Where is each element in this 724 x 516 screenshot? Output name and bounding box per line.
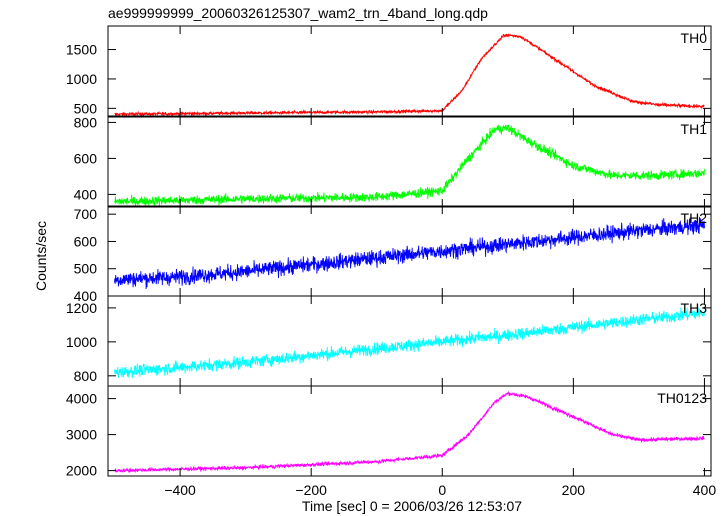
- panel-frame: [107, 385, 712, 477]
- panel-th2: 400 500 600 700 TH2: [74, 205, 712, 304]
- panel-th0123: 2000 3000 4000 TH0123: [66, 385, 712, 479]
- y-tick-label: 3000: [66, 427, 97, 443]
- y-tick-label: 400: [74, 288, 98, 304]
- x-tick-label: 0: [438, 482, 446, 498]
- panel-label: TH0123: [657, 390, 707, 406]
- x-tick-label: 200: [562, 482, 586, 498]
- panel-label: TH3: [681, 300, 708, 316]
- y-tick-label: 700: [74, 206, 98, 222]
- y-tick-label: 800: [74, 114, 98, 130]
- chart-title: ae999999999_20060326125307_wam2_trn_4ban…: [108, 5, 488, 21]
- panel-th0: 500 1000 1500 TH0: [66, 25, 712, 117]
- panel-frame: [107, 116, 712, 208]
- panel-label: TH2: [681, 210, 708, 226]
- panel-th3: 800 1000 1200 TH3: [66, 295, 712, 387]
- x-tick-labels: −400 −200 0 200 400: [164, 482, 716, 498]
- y-axis-label: Counts/sec: [33, 221, 49, 291]
- y-tick-label: 600: [74, 150, 98, 166]
- y-tick-label: 500: [74, 261, 98, 277]
- series-th0: [114, 33, 705, 116]
- x-tick-label: −200: [295, 482, 327, 498]
- x-tick-label: −400: [164, 482, 196, 498]
- series-th1: [114, 124, 705, 207]
- panel-label: TH0: [681, 30, 708, 46]
- series-th0123: [114, 390, 705, 474]
- y-tick-label: 1000: [66, 334, 97, 350]
- panel-frame: [107, 25, 712, 117]
- panel-th1: 400 600 800 TH1: [74, 114, 712, 208]
- y-tick-label: 400: [74, 186, 98, 202]
- y-tick-label: 1000: [66, 71, 97, 87]
- panel-label: TH1: [681, 121, 708, 137]
- x-axis-label: Time [sec] 0 = 2006/03/26 12:53:07: [302, 498, 522, 514]
- y-tick-label: 500: [74, 100, 98, 116]
- y-tick-label: 1500: [66, 42, 97, 58]
- y-tick-label: 600: [74, 233, 98, 249]
- y-tick-label: 1200: [66, 300, 97, 316]
- series-th3: [114, 307, 705, 379]
- x-tick-label: 400: [693, 482, 717, 498]
- series-th2: [114, 216, 705, 289]
- y-tick-label: 4000: [66, 391, 97, 407]
- y-tick-label: 800: [74, 368, 98, 384]
- y-tick-label: 2000: [66, 463, 97, 479]
- panels-group: 500 1000 1500 TH0 400 600 800 TH1 400 500 600 700 TH…: [66, 25, 712, 479]
